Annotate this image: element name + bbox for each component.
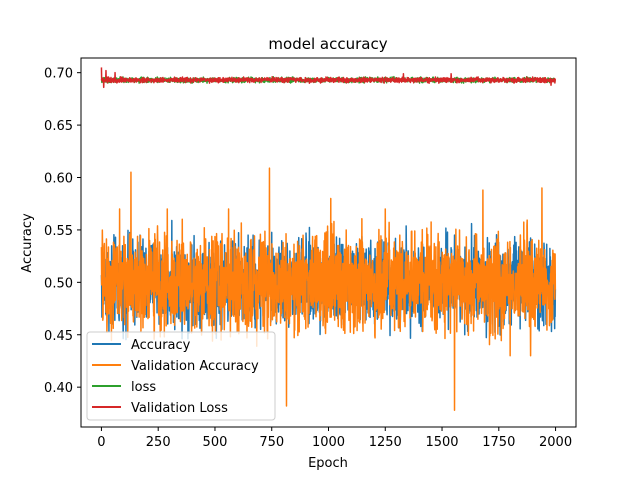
x-tick-label: 2000 <box>539 435 572 450</box>
x-tick-label: 0 <box>97 435 105 450</box>
x-tick-label: 1000 <box>312 435 345 450</box>
y-tick-label: 0.40 <box>44 381 73 396</box>
x-axis: 0 250 500 750 1000 1250 1500 1750 2000 <box>97 427 572 450</box>
x-tick-label: 750 <box>259 435 284 450</box>
legend-label: Validation Accuracy <box>131 359 259 374</box>
chart-title: model accuracy <box>268 35 387 53</box>
y-tick-label: 0.60 <box>44 172 73 187</box>
x-tick-label: 1250 <box>369 435 402 450</box>
x-tick-label: 1750 <box>482 435 515 450</box>
x-axis-label: Epoch <box>308 456 348 471</box>
y-tick-label: 0.65 <box>44 119 73 134</box>
legend: Accuracy Validation Accuracy loss Validatio… <box>86 331 276 421</box>
legend-label: loss <box>131 380 156 395</box>
y-axis: 0.40 0.45 0.50 0.55 0.60 0.65 0.70 <box>44 67 81 396</box>
x-tick-label: 250 <box>146 435 171 450</box>
legend-label: Accuracy <box>131 338 191 353</box>
x-tick-label: 500 <box>203 435 228 450</box>
series-line-validation-loss <box>100 67 557 89</box>
y-tick-label: 0.55 <box>44 224 73 239</box>
legend-label: Validation Loss <box>131 401 228 416</box>
plot-lines <box>100 67 557 411</box>
legend-box <box>86 331 276 421</box>
y-tick-label: 0.45 <box>44 329 73 344</box>
y-axis-label: Accuracy <box>20 213 35 273</box>
y-tick-label: 0.70 <box>44 67 73 82</box>
x-tick-label: 1500 <box>425 435 458 450</box>
series-line-validation-accuracy <box>100 167 557 411</box>
y-tick-label: 0.50 <box>44 276 73 291</box>
